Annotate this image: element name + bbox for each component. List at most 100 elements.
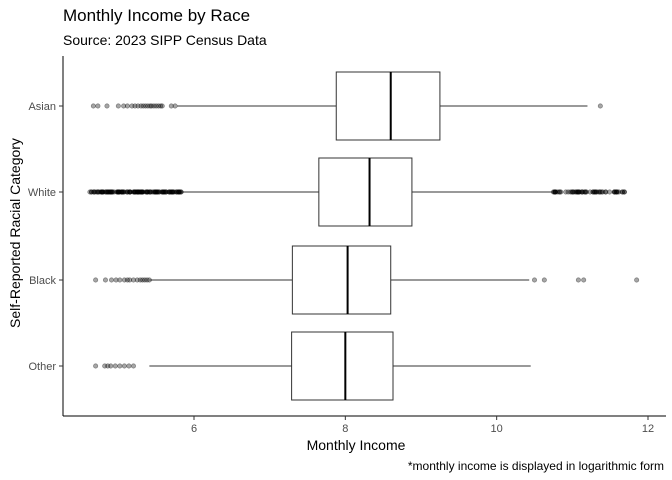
x-tick-label: 6	[191, 423, 197, 435]
outlier-point	[166, 189, 172, 195]
outlier-point	[105, 189, 111, 195]
outlier-point	[138, 189, 144, 195]
outlier-point	[590, 189, 596, 195]
outlier-point	[161, 189, 167, 195]
outlier-point	[160, 189, 166, 195]
outlier-point	[591, 189, 597, 195]
outlier-point	[147, 103, 153, 109]
outlier-point	[167, 189, 173, 195]
outlier-point	[579, 189, 585, 195]
outlier-point	[104, 189, 110, 195]
outlier-point	[163, 189, 169, 195]
outlier-point	[557, 189, 563, 195]
chart-caption: *monthly income is displayed in logarith…	[407, 459, 664, 473]
outlier-point	[93, 189, 99, 195]
outlier-point	[116, 189, 122, 195]
outlier-point	[173, 189, 179, 195]
outlier-point	[145, 189, 151, 195]
outlier-point	[108, 189, 114, 195]
outlier-point	[135, 103, 141, 109]
outlier-point	[619, 189, 625, 195]
outlier-point	[114, 189, 120, 195]
outlier-point	[152, 189, 158, 195]
outlier-point	[552, 189, 558, 195]
outlier-point	[134, 189, 140, 195]
outlier-point	[145, 103, 151, 109]
outlier-point	[113, 277, 119, 283]
chart-subtitle: Source: 2023 SIPP Census Data	[63, 32, 267, 48]
outlier-point	[138, 103, 144, 109]
outlier-point	[139, 189, 145, 195]
outlier-point	[139, 189, 145, 195]
outlier-point	[178, 189, 184, 195]
outlier-point	[104, 189, 110, 195]
outlier-point	[105, 363, 111, 369]
box-iqr	[318, 157, 413, 227]
outlier-point	[89, 189, 95, 195]
outlier-point	[593, 189, 599, 195]
outlier-point	[135, 189, 141, 195]
outlier-point	[99, 189, 105, 195]
outlier-point	[151, 103, 157, 109]
outlier-point	[155, 103, 161, 109]
outlier-point	[102, 189, 108, 195]
outlier-point	[95, 103, 101, 109]
outlier-point	[131, 189, 137, 195]
outlier-point	[104, 103, 110, 109]
outlier-point	[597, 189, 603, 195]
x-tick-label: 12	[642, 423, 654, 435]
outlier-point	[146, 277, 152, 283]
outlier-point	[157, 189, 163, 195]
outlier-point	[111, 189, 117, 195]
outlier-point	[134, 189, 140, 195]
outlier-point	[565, 189, 571, 195]
outlier-point	[614, 189, 620, 195]
outlier-point	[634, 277, 640, 283]
outlier-point	[569, 189, 575, 195]
outlier-point	[120, 189, 126, 195]
outlier-point	[95, 189, 101, 195]
box-iqr	[291, 331, 394, 401]
outlier-point	[130, 189, 136, 195]
outlier-point	[115, 189, 121, 195]
outlier-point	[117, 277, 123, 283]
outlier-point	[552, 189, 558, 195]
outlier-point	[121, 103, 127, 109]
outlier-point	[100, 189, 106, 195]
outlier-point	[121, 277, 127, 283]
outlier-point	[570, 189, 576, 195]
outlier-point	[614, 189, 620, 195]
outlier-point	[621, 189, 627, 195]
x-axis-label: Monthly Income	[306, 437, 406, 453]
outlier-point	[120, 189, 126, 195]
outlier-point	[563, 189, 569, 195]
outlier-point	[581, 277, 587, 283]
outlier-point	[108, 189, 114, 195]
outlier-point	[170, 189, 176, 195]
outlier-point	[143, 189, 149, 195]
outlier-point	[126, 189, 132, 195]
outlier-point	[135, 189, 141, 195]
outlier-point	[134, 277, 140, 283]
outlier-point	[100, 189, 106, 195]
outlier-point	[553, 189, 559, 195]
outlier-point	[170, 189, 176, 195]
outlier-point	[603, 189, 609, 195]
y-tick-label: White	[28, 187, 56, 199]
outlier-point	[144, 189, 150, 195]
outlier-point	[611, 189, 617, 195]
outlier-point	[153, 189, 159, 195]
outlier-point	[156, 189, 162, 195]
outlier-point	[161, 189, 167, 195]
outlier-point	[109, 189, 115, 195]
outlier-point	[582, 189, 588, 195]
outlier-point	[120, 189, 126, 195]
y-tick-label: Black	[29, 275, 56, 287]
outlier-point	[119, 189, 125, 195]
box-iqr	[291, 245, 392, 315]
outlier-point	[576, 189, 582, 195]
outlier-point	[620, 189, 626, 195]
outlier-point	[567, 189, 573, 195]
x-tick-label: 10	[491, 423, 503, 435]
